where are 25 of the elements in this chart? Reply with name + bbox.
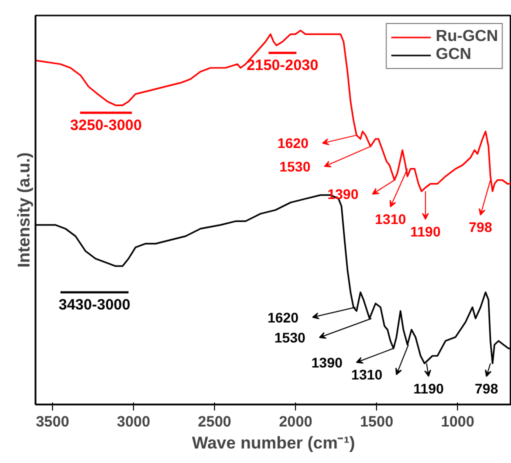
annotation: 1310 (374, 210, 406, 227)
x-tick-label: 2500 (198, 414, 232, 430)
x-tick-label: 2000 (278, 414, 312, 430)
series-label: 2150-2030 (246, 56, 318, 74)
x-tick-label: 1000 (441, 414, 474, 430)
annotation: 1390 (311, 354, 343, 370)
series-label: 3430-3000 (58, 296, 130, 314)
annotation: 1530 (279, 158, 311, 174)
annotation: 1620 (267, 309, 299, 326)
legend-label: GCN (436, 46, 472, 64)
legend-label: Ru-GCN (436, 28, 498, 46)
annotation: 1310 (351, 366, 383, 383)
y-axis-title: Intensity (a.u.) (14, 152, 34, 268)
annotation: 798 (468, 219, 492, 236)
annotation: 1190 (410, 223, 441, 240)
annotation: 1530 (274, 329, 306, 346)
annotation: 1390 (327, 186, 359, 202)
annotation: 798 (474, 380, 498, 396)
annotation: 1190 (413, 380, 444, 396)
x-tick-label: 3000 (116, 414, 150, 430)
x-axis-title: Wave number (cm⁻¹) (192, 434, 356, 452)
annotation: 1620 (277, 135, 309, 152)
x-tick-label: 3500 (36, 414, 70, 430)
series-label: 3250-3000 (70, 116, 142, 134)
x-tick-label: 1500 (360, 414, 394, 430)
